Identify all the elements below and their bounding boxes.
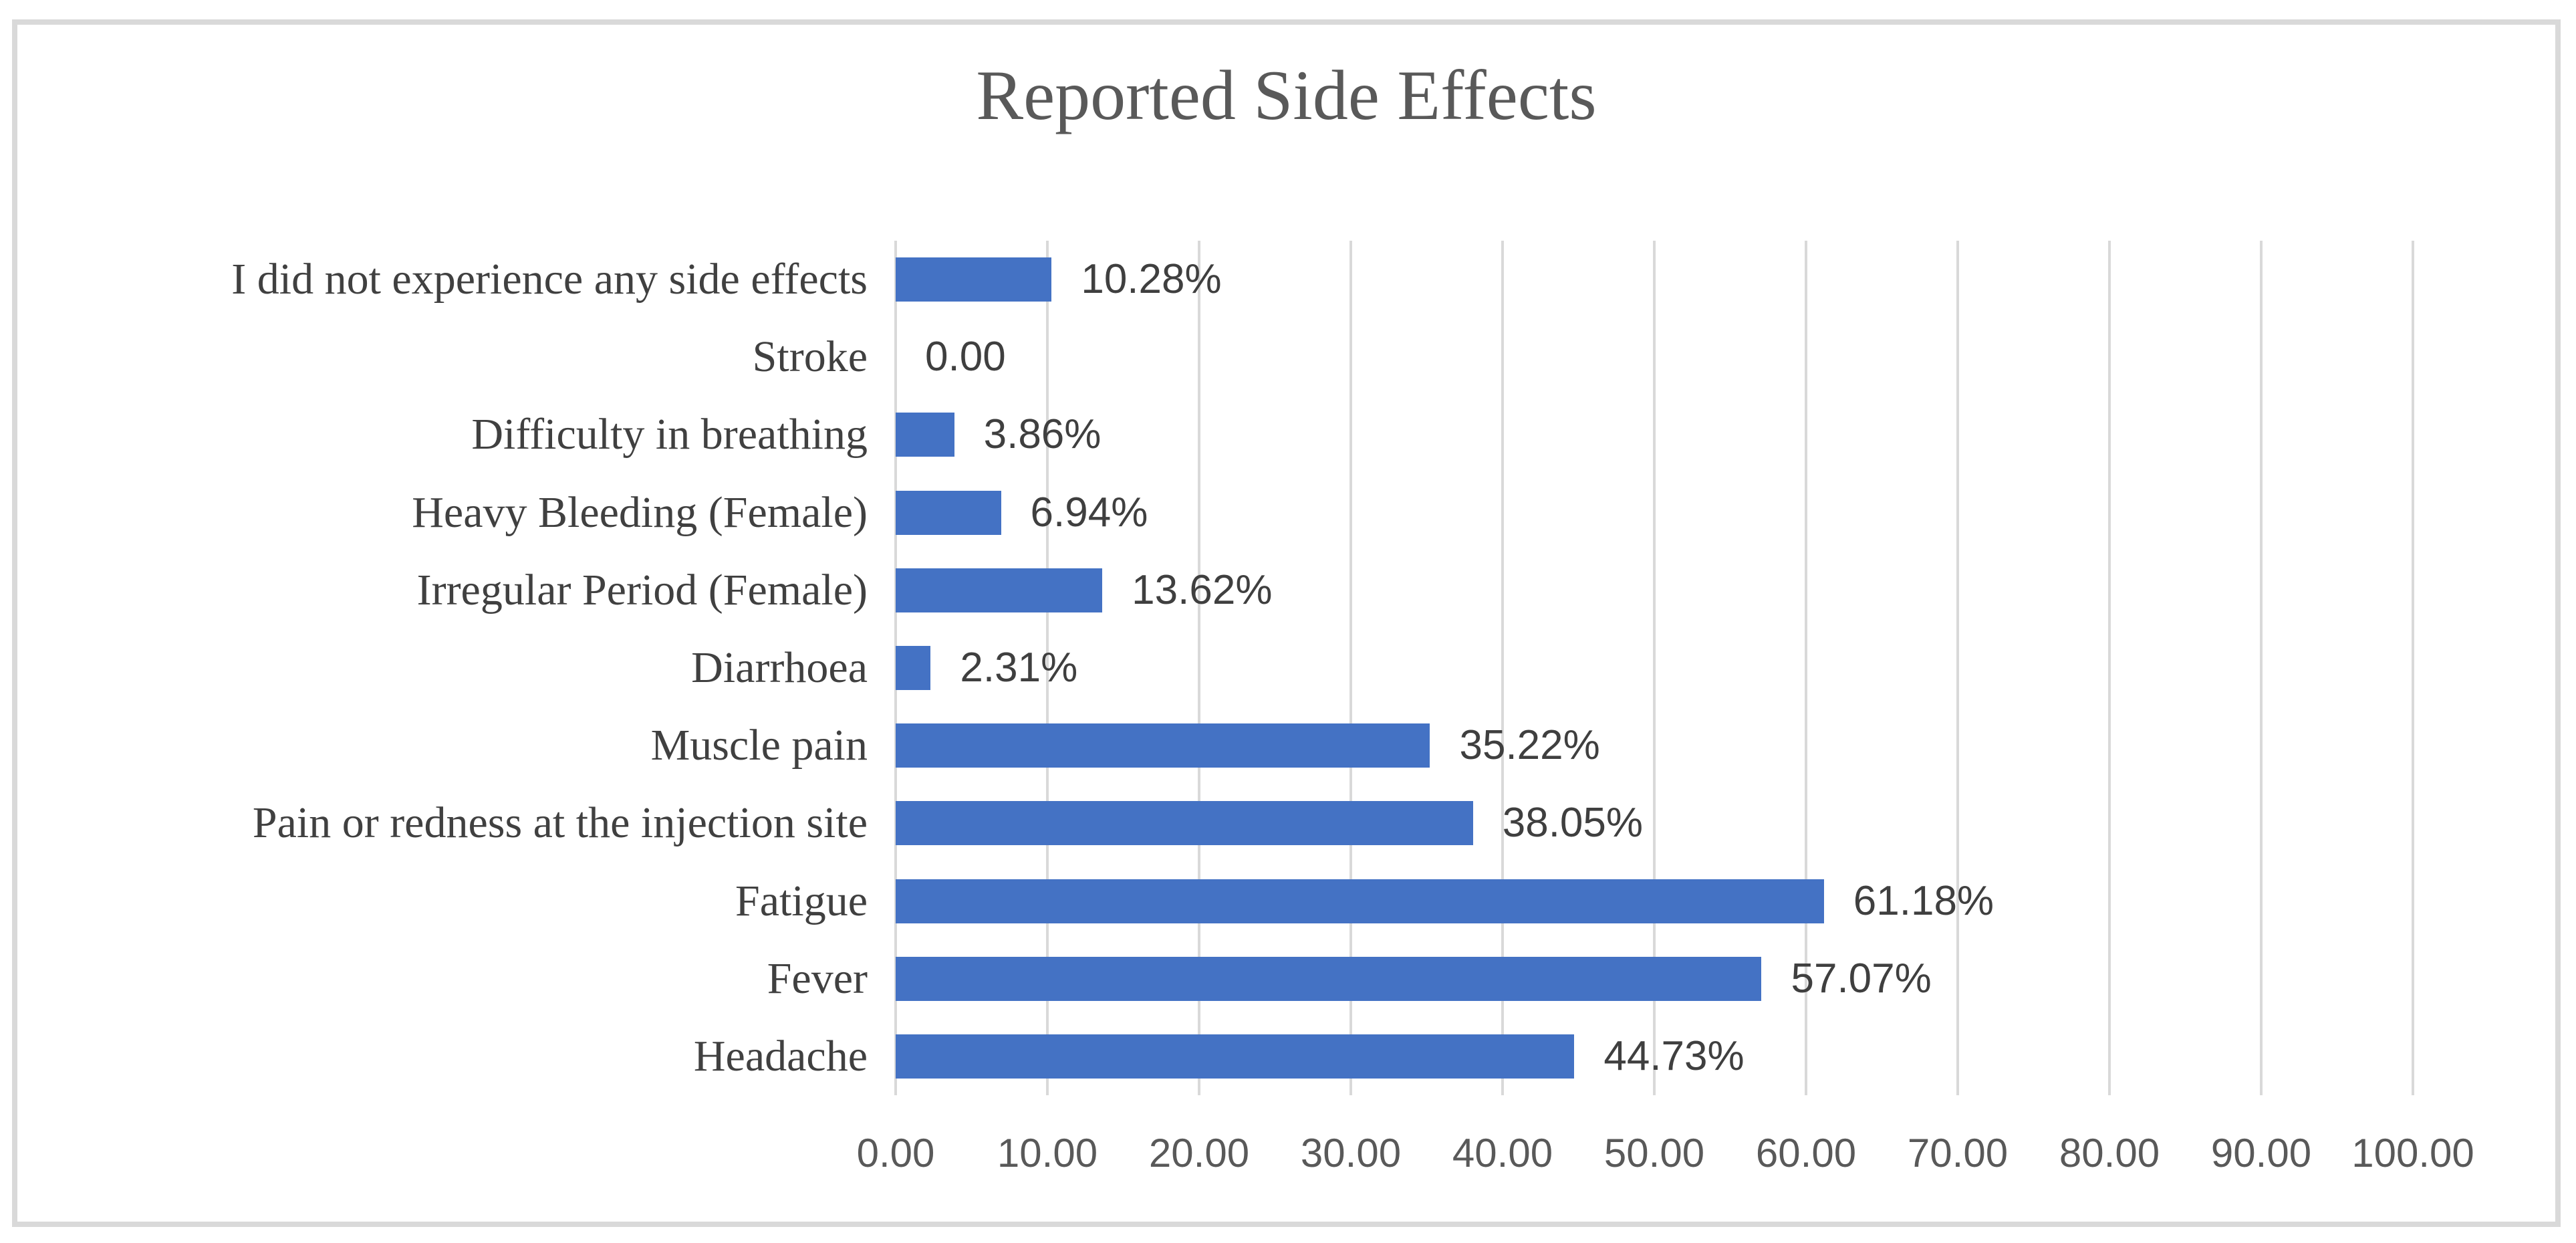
category-label: Pain or redness at the injection site [252, 798, 868, 848]
x-tick-label: 0.00 [856, 1131, 935, 1175]
gridline [1046, 241, 1049, 1095]
gridline [2108, 241, 2111, 1095]
x-tick-label: 60.00 [1755, 1131, 1857, 1175]
x-tick-label: 70.00 [1907, 1131, 2009, 1175]
value-label: 0.00 [925, 334, 1006, 380]
category-label: Fever [767, 953, 868, 1003]
x-tick-label: 80.00 [2059, 1131, 2160, 1175]
category-label: I did not experience any side effects [231, 255, 868, 304]
bar [896, 257, 1052, 302]
value-label: 57.07% [1791, 955, 1932, 1002]
value-label: 61.18% [1853, 877, 1994, 924]
category-label: Heavy Bleeding (Female) [412, 487, 868, 537]
gridline [1501, 241, 1504, 1095]
x-tick-label: 90.00 [2210, 1131, 2312, 1175]
value-label: 44.73% [1603, 1032, 1745, 1079]
category-label: Fatigue [735, 876, 868, 925]
value-label: 13.62% [1132, 566, 1273, 613]
gridline [2412, 241, 2414, 1095]
category-label: Muscle pain [650, 721, 868, 770]
value-label: 38.05% [1502, 800, 1644, 846]
x-tick-label: 100.00 [2351, 1131, 2474, 1175]
x-tick-label: 30.00 [1300, 1131, 1402, 1175]
bar [896, 568, 1103, 612]
bar [896, 1034, 1575, 1079]
category-label: Stroke [752, 332, 868, 382]
x-tick-label: 20.00 [1148, 1131, 1250, 1175]
bar [896, 490, 1001, 535]
gridline [2260, 241, 2263, 1095]
bar [896, 879, 1824, 923]
x-tick-label: 40.00 [1452, 1131, 1553, 1175]
value-label: 2.31% [960, 645, 1078, 691]
category-label: Diarrhoea [691, 643, 868, 692]
value-label: 10.28% [1081, 256, 1222, 303]
x-tick-label: 50.00 [1603, 1131, 1705, 1175]
gridline [1349, 241, 1352, 1095]
gridline [1653, 241, 1656, 1095]
bar [896, 956, 1762, 1001]
chart-title: Reported Side Effects [976, 56, 1597, 134]
gridline [1956, 241, 1959, 1095]
value-label: 6.94% [1030, 489, 1148, 536]
bar [896, 723, 1430, 768]
value-label: 3.86% [983, 411, 1102, 458]
category-label: Difficulty in breathing [471, 410, 868, 459]
category-label: Headache [693, 1031, 868, 1081]
chart-frame [12, 19, 2561, 1227]
bar [896, 413, 954, 457]
x-tick-label: 10.00 [997, 1131, 1098, 1175]
bar [896, 646, 931, 690]
gridline [1805, 241, 1807, 1095]
bar [896, 801, 1473, 846]
category-label: Irregular Period (Female) [416, 565, 868, 614]
gridline [1198, 241, 1200, 1095]
value-label: 35.22% [1459, 722, 1600, 769]
